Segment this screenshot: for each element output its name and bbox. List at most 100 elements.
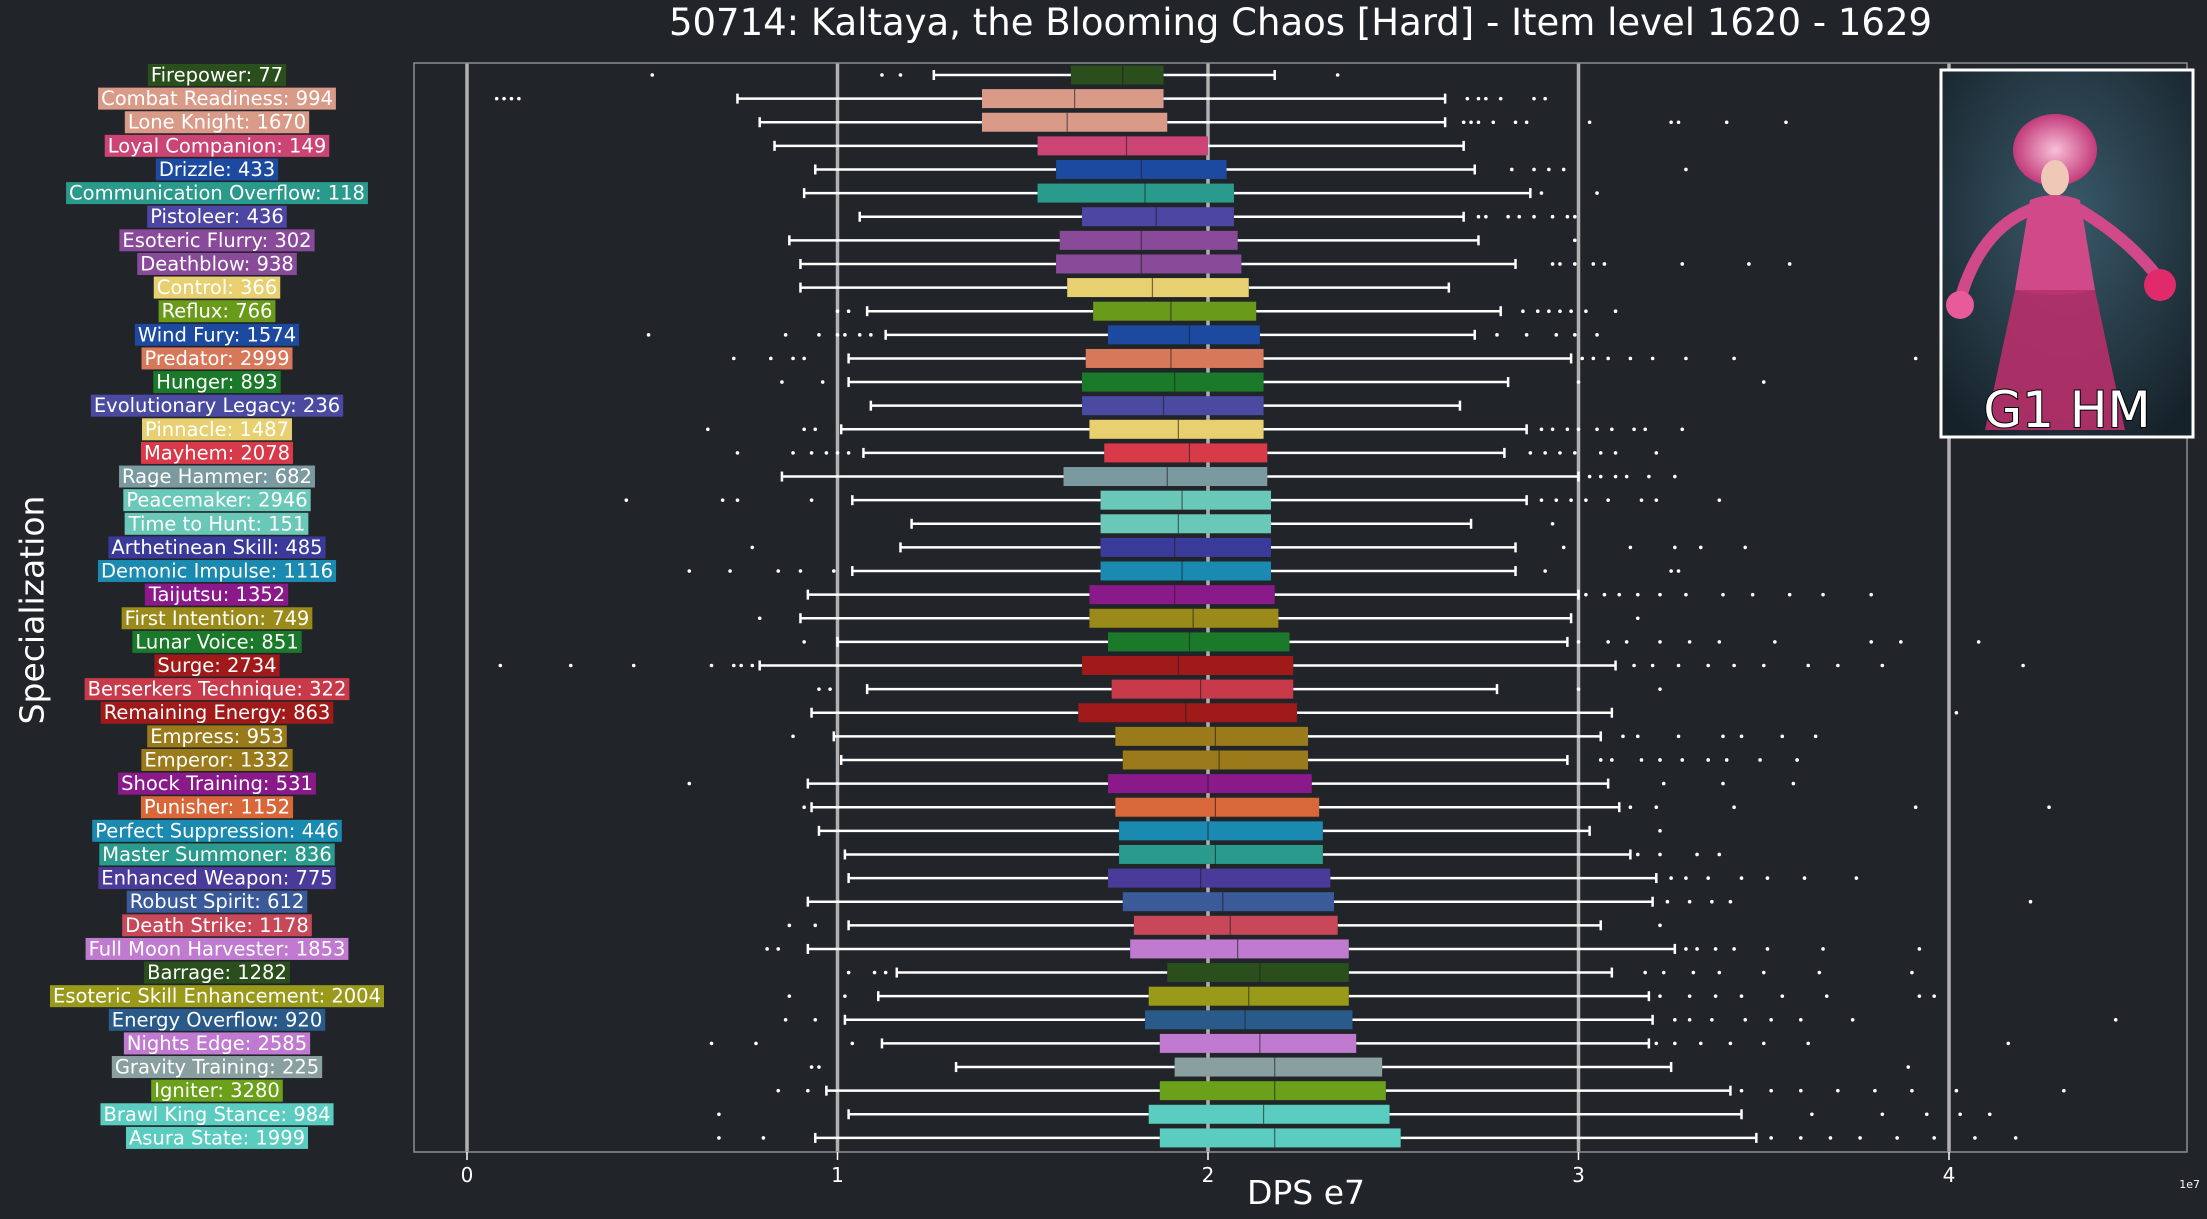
category-label-15: Pinnacle: 1487	[142, 418, 292, 441]
label-background	[124, 512, 309, 535]
category-label-text: Deathblow: 938	[140, 252, 294, 275]
outlier-point	[1913, 805, 1918, 810]
outlier-point	[1558, 262, 1562, 266]
outlier-point	[1732, 947, 1736, 951]
outlier-point	[1624, 640, 1629, 644]
category-label-text: Communication Overflow: 118	[69, 182, 365, 205]
outlier-point	[1591, 356, 1596, 361]
outlier-point	[754, 1041, 758, 1046]
outlier-point	[1658, 829, 1662, 833]
x-tick-label: 2	[1202, 1163, 1215, 1187]
outlier-point	[1684, 592, 1688, 597]
box-37	[765, 939, 1922, 959]
outlier-point	[817, 1065, 821, 1069]
category-label-text: Empress: 953	[150, 725, 284, 748]
category-label-text: Barrage: 1282	[147, 961, 287, 984]
outlier-point	[1598, 474, 1603, 479]
outlier-point	[1687, 899, 1692, 904]
category-label-26: Berserkers Technique: 322	[84, 678, 350, 701]
outlier-point	[739, 663, 743, 668]
outlier-point	[1773, 640, 1777, 644]
outlier-point	[1717, 640, 1722, 644]
outlier-point	[1335, 73, 1340, 77]
category-label-21: Demonic Impulse: 1116	[97, 560, 337, 583]
outlier-point	[1532, 214, 1536, 219]
label-background	[147, 205, 287, 228]
outlier-point	[1617, 592, 1622, 597]
category-label-text: Full Moon Harvester: 1853	[89, 937, 346, 960]
outlier-point	[1598, 451, 1603, 455]
category-label-44: Brawl King Stance: 984	[100, 1103, 334, 1126]
outlier-point	[1654, 451, 1659, 455]
iqr-box	[1100, 537, 1271, 557]
outlier-point	[1724, 120, 1729, 125]
outlier-point	[1661, 970, 1666, 975]
outlier-point	[1765, 947, 1770, 951]
iqr-box	[1119, 821, 1323, 841]
iqr-box	[1111, 679, 1294, 699]
label-background	[155, 158, 279, 181]
outlier-point	[1532, 167, 1536, 172]
box-0	[650, 65, 1340, 85]
outlier-point	[1676, 663, 1681, 668]
iqr-box	[1122, 750, 1309, 770]
outlier-point	[1873, 1088, 1877, 1093]
outlier-point	[1958, 1112, 1962, 1117]
label-background	[92, 819, 342, 842]
iqr-box	[1089, 608, 1279, 628]
iqr-box	[1107, 632, 1290, 652]
iqr-box	[1037, 136, 1208, 156]
outlier-point	[1899, 640, 1903, 644]
outlier-point	[720, 498, 725, 502]
box-23	[757, 608, 1640, 628]
outlier-point	[1706, 876, 1710, 880]
label-background	[111, 1056, 323, 1079]
outlier-point	[1799, 1088, 1803, 1093]
outlier-point	[1721, 781, 1725, 786]
outlier-point	[776, 947, 781, 951]
outlier-point	[1658, 923, 1662, 928]
box-38	[846, 963, 1914, 983]
outlier-point	[731, 356, 736, 361]
outlier-point	[1639, 498, 1644, 502]
outlier-point	[835, 451, 840, 455]
outlier-point	[869, 333, 873, 337]
iqr-box	[1133, 915, 1338, 935]
outlier-point	[494, 96, 499, 101]
outlier-point	[1758, 758, 1762, 762]
outlier-point	[1761, 380, 1766, 384]
category-label-19: Time to Hunt: 151	[124, 512, 309, 535]
category-label-34: Enhanced Weapon: 775	[98, 867, 336, 890]
outlier-point	[761, 1136, 766, 1140]
outlier-point	[1558, 451, 1562, 455]
outlier-point	[1606, 356, 1610, 361]
x-axis-ticks: 0 1 2 3 4	[461, 1152, 1956, 1187]
iqr-box	[1130, 939, 1349, 959]
x-tick-label: 4	[1943, 1163, 1956, 1187]
box-10	[835, 301, 1618, 321]
outlier-point	[1687, 994, 1692, 998]
outlier-point	[1791, 781, 1796, 786]
outlier-point	[1761, 1041, 1766, 1046]
outlier-point	[1632, 663, 1636, 668]
outlier-point	[1813, 734, 1818, 739]
outlier-point	[1695, 947, 1699, 951]
outlier-point	[806, 1088, 810, 1093]
outlier-point	[1684, 947, 1688, 951]
box-series	[494, 65, 2118, 1148]
outlier-point	[1498, 96, 1503, 101]
outlier-point	[1610, 427, 1614, 432]
box-9	[799, 278, 1451, 298]
outlier-point	[1572, 262, 1577, 266]
outlier-point	[1698, 1041, 1703, 1046]
label-background	[151, 1079, 283, 1102]
outlier-point	[817, 687, 821, 691]
outlier-point	[1569, 309, 1573, 314]
outlier-point	[1669, 569, 1673, 573]
label-background	[153, 276, 281, 299]
category-label-43: Igniter: 3280	[151, 1079, 283, 1102]
outlier-point	[1595, 191, 1599, 195]
category-label-17: Rage Hammer: 682	[119, 465, 315, 488]
label-background	[100, 701, 334, 724]
outlier-point	[1869, 592, 1873, 597]
